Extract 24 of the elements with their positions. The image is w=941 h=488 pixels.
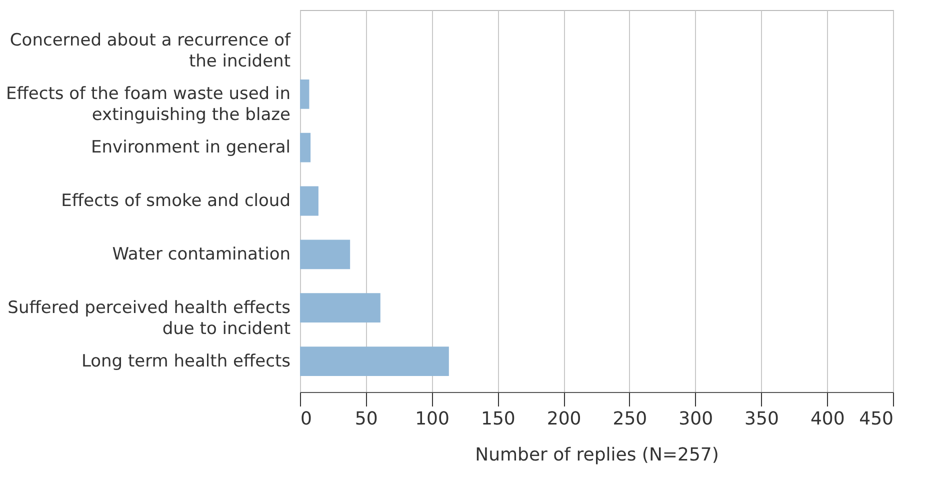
y-tick-label: Effects of the foam waste used in extinguishing the blaze bbox=[6, 84, 290, 126]
y-tick-label: Effects of smoke and cloud bbox=[61, 191, 290, 211]
bar bbox=[300, 186, 318, 216]
y-tick-label: Environment in general bbox=[91, 138, 290, 158]
x-tick-label: 250 bbox=[612, 408, 648, 430]
bar bbox=[300, 293, 380, 323]
x-tick-label: 150 bbox=[480, 408, 516, 430]
y-tick-label: Water contamination bbox=[112, 244, 290, 264]
x-tick-label: 100 bbox=[415, 408, 450, 430]
x-tick-label: 0 bbox=[300, 408, 312, 430]
bar bbox=[300, 240, 350, 270]
y-tick-label: Suffered perceived health effects due to incident bbox=[8, 298, 291, 339]
x-tick-label: 200 bbox=[546, 408, 582, 430]
bar bbox=[300, 346, 449, 376]
x-tick-label: 400 bbox=[810, 408, 845, 430]
x-tick-label: 350 bbox=[744, 408, 779, 430]
bar bbox=[300, 79, 310, 109]
x-tick-label: 50 bbox=[354, 408, 378, 430]
y-tick-label: Long term health effects bbox=[81, 351, 291, 372]
x-tick-label: 300 bbox=[678, 408, 714, 430]
x-tick-label: 450 bbox=[859, 408, 894, 430]
y-tick-label: Concerned about a recurrence of the incident bbox=[10, 30, 292, 72]
x-axis-title: Number of replies (N=257) bbox=[475, 444, 719, 466]
bar bbox=[300, 132, 311, 162]
